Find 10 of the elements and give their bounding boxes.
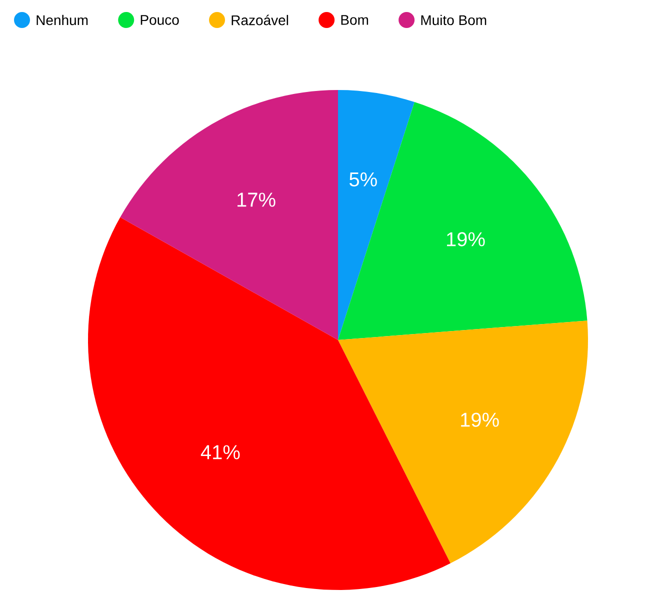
data-label: 5%	[350, 172, 377, 186]
legend-label: Razoável	[232, 14, 288, 26]
legend-label: Muito Bom	[421, 14, 486, 26]
legend-label: Bom	[341, 15, 368, 25]
data-label: 19%	[461, 412, 499, 427]
legend-label: Nenhum	[36, 14, 88, 26]
data-label: 41%	[200, 445, 240, 460]
data-label: 17%	[238, 192, 276, 207]
data-label: 19%	[447, 232, 485, 246]
legend-label: Pouco	[140, 15, 179, 25]
